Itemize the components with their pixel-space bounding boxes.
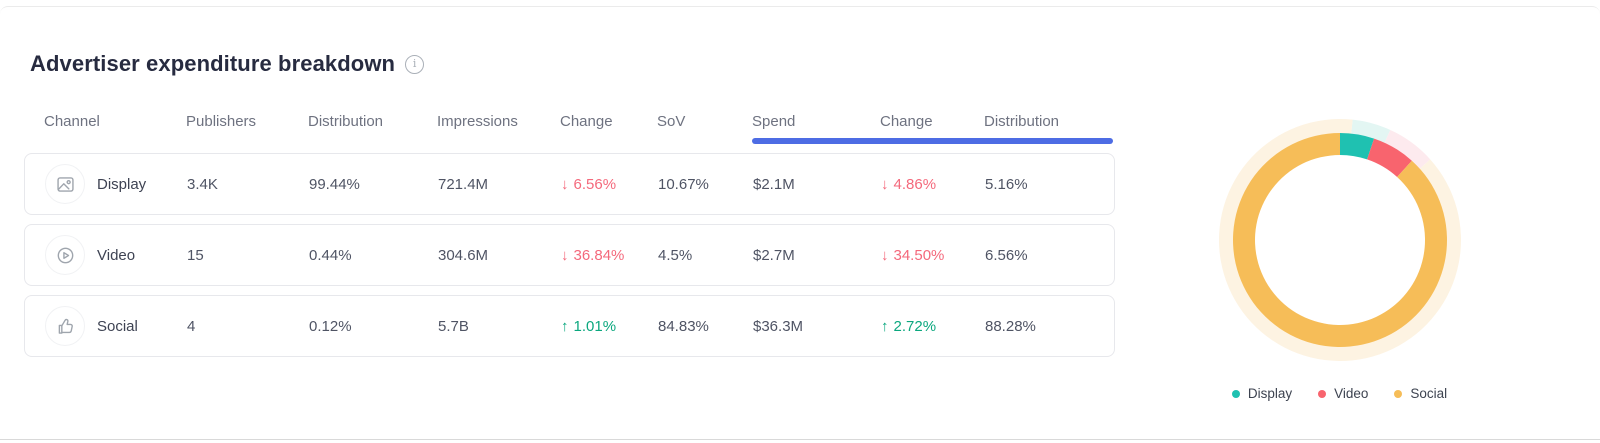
donut-slice-social[interactable] [1232,133,1447,347]
table-row-display: Display 3.4K 99.44% 721.4M ↓ 6.56% 10.67%… [24,153,1115,215]
up-arrow-icon: ↑ [881,317,889,335]
change-value: 4.86% [893,175,937,193]
distribution-value: 0.44% [309,246,352,264]
advertiser-expenditure-panel: Advertiser expenditure breakdown i Chann… [0,6,1600,440]
spend-change: ↓ 34.50% [881,247,985,264]
sov-value: 10.67% [658,175,709,193]
channel-cell: Display [45,164,187,204]
impressions-change: ↑ 1.01% [561,318,658,335]
table-header: Channel Publishers Distribution Impressi… [24,111,1115,144]
donut-slice-video[interactable] [1366,138,1412,178]
table-row-social: Social 4 0.12% 5.7B ↑ 1.01% 84.83% $36.3M… [24,295,1115,357]
legend-item-social[interactable]: Social [1394,386,1447,401]
distribution-value: 0.12% [309,317,352,335]
legend-dot-social [1394,389,1403,398]
legend-label: Social [1410,386,1448,401]
col-header-distribution: Distribution [308,113,384,130]
image-icon [45,164,85,204]
impressions-value: 721.4M [438,175,489,193]
publishers-value: 3.4K [187,175,218,193]
spend-value: $2.7M [753,246,795,264]
legend-label: Video [1334,386,1369,401]
spend-change: ↑ 2.72% [881,318,985,335]
channel-label: Video [97,246,136,264]
distribution-value: 99.44% [309,175,360,193]
col-header-spend-distribution: Distribution [984,113,1060,130]
col-header-publishers: Publishers [186,113,257,130]
spend-distribution-value: 5.16% [985,175,1028,193]
play-circle-icon [45,235,85,275]
sov-value: 84.83% [658,317,709,335]
spend-change: ↓ 4.86% [881,176,985,193]
change-value: 36.84% [573,246,625,264]
channel-label: Social [97,317,138,335]
spend-group-underline [752,138,1113,144]
col-header-channel: Channel [44,113,100,130]
donut-slice-display[interactable] [1339,133,1374,160]
down-arrow-icon: ↓ [881,246,889,264]
impressions-value: 5.7B [438,317,469,335]
col-header-sov: SoV [657,113,686,130]
legend-label: Display [1247,386,1293,401]
chart-legend: Display Video Social [1231,386,1447,401]
channel-cell: Social [45,306,187,346]
down-arrow-icon: ↓ [881,175,889,193]
spend-value: $2.1M [753,175,795,193]
spend-distribution-value: 6.56% [985,246,1028,264]
donut-halo-display [1350,119,1390,144]
thumbs-up-icon [45,306,85,346]
spend-value: $36.3M [753,317,804,335]
impressions-change: ↓ 6.56% [561,176,658,193]
legend-dot-video [1318,389,1327,398]
table-row-video: Video 15 0.44% 304.6M ↓ 36.84% 4.5% $2.7M… [24,224,1115,286]
change-value: 34.50% [893,246,945,264]
change-value: 1.01% [573,317,617,335]
channel-label: Display [97,175,147,193]
spend-distribution-value: 88.28% [985,317,1036,335]
channel-cell: Video [45,235,187,275]
down-arrow-icon: ↓ [561,175,569,193]
sov-value: 4.5% [658,246,693,264]
title-row: Advertiser expenditure breakdown i [30,51,1600,77]
impressions-change: ↓ 36.84% [561,247,658,264]
up-arrow-icon: ↑ [561,317,569,335]
donut-chart[interactable] [1215,115,1465,370]
legend-item-video[interactable]: Video [1318,386,1368,401]
info-icon[interactable]: i [405,54,425,74]
col-header-impressions-change: Change [560,113,613,130]
publishers-value: 4 [187,317,196,335]
impressions-value: 304.6M [438,246,489,264]
col-header-impressions: Impressions [437,113,518,130]
content: Channel Publishers Distribution Impressi… [0,111,1600,401]
change-value: 6.56% [573,175,617,193]
change-value: 2.72% [893,317,937,335]
spend-distribution-chart-area: Display Video Social [1115,111,1600,401]
page-title: Advertiser expenditure breakdown [30,51,396,76]
publishers-value: 15 [187,246,204,264]
legend-dot-display [1231,389,1240,398]
expenditure-table: Channel Publishers Distribution Impressi… [24,111,1115,401]
col-header-spend: Spend [752,113,796,130]
legend-item-display[interactable]: Display [1231,386,1293,401]
donut-halo-video [1383,129,1430,170]
col-header-spend-change: Change [880,113,933,130]
down-arrow-icon: ↓ [561,246,569,264]
